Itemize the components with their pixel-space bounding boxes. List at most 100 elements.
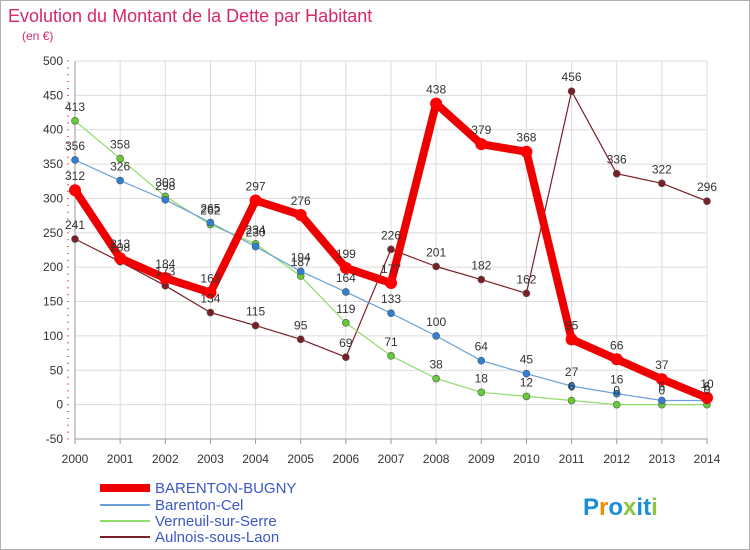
- data-label: 6: [704, 380, 711, 394]
- y-tick-label: 100: [43, 329, 63, 343]
- y-tick-label: -50: [46, 432, 64, 446]
- data-label: 187: [291, 255, 311, 269]
- series-point-1: [387, 309, 395, 318]
- x-tick-label: 2003: [197, 452, 224, 466]
- series-point-1: [522, 369, 531, 378]
- x-tick-label: 2012: [603, 452, 630, 466]
- series-point-3: [432, 262, 440, 271]
- data-label: 438: [426, 83, 446, 97]
- data-label: 134: [200, 292, 220, 306]
- chart-title: Evolution du Montant de la Dette par Hab…: [8, 6, 372, 26]
- series-point-2: [116, 154, 124, 163]
- y-tick-label: 300: [43, 191, 63, 205]
- data-label: 6: [659, 380, 666, 394]
- series-point-1: [161, 196, 170, 204]
- data-label: 226: [381, 228, 401, 242]
- series-point-3: [342, 353, 350, 362]
- series-point-0: [701, 391, 713, 404]
- data-label: 162: [516, 272, 536, 286]
- series-point-1: [342, 288, 350, 296]
- data-label: 177: [381, 262, 401, 276]
- series-point-3: [206, 308, 215, 317]
- data-label: 71: [384, 335, 398, 349]
- y-tick-label: 150: [43, 295, 63, 309]
- series-point-3: [567, 87, 576, 96]
- data-label: 16: [610, 373, 624, 387]
- series-point-3: [522, 289, 531, 298]
- data-label: 119: [336, 302, 355, 316]
- x-tick-label: 2006: [333, 452, 360, 466]
- data-label: 296: [697, 180, 717, 194]
- y-tick-label: 250: [43, 226, 63, 240]
- series-point-0: [565, 333, 578, 346]
- series-point-0: [204, 286, 217, 299]
- data-label: 38: [429, 358, 443, 372]
- x-tick-label: 2013: [649, 452, 676, 466]
- x-tick-label: 2008: [423, 452, 450, 466]
- series-point-0: [114, 252, 127, 265]
- data-label: 173: [155, 265, 175, 279]
- data-label: 326: [110, 160, 130, 174]
- data-label: 95: [565, 318, 579, 332]
- data-label: 298: [155, 179, 175, 193]
- series-point-0: [430, 97, 443, 110]
- data-label: 184: [155, 257, 175, 271]
- data-label: 0: [613, 384, 620, 398]
- data-label: 297: [246, 180, 266, 194]
- series-point-0: [159, 272, 172, 285]
- series-point-0: [339, 261, 352, 274]
- data-label: 312: [65, 169, 85, 183]
- y-tick-label: 400: [43, 123, 63, 137]
- series-point-2: [477, 388, 486, 397]
- legend-label-3: Aulnois-sous-Laon: [155, 529, 279, 546]
- series-point-2: [567, 396, 576, 405]
- y-tick-label: 0: [56, 398, 63, 412]
- series-point-1: [206, 218, 215, 227]
- data-labels: 3122131841632972761991774383793689566371…: [65, 70, 717, 397]
- x-tick-label: 2001: [107, 452, 134, 466]
- data-label: 230: [246, 226, 266, 240]
- x-tick-label: 2000: [62, 452, 89, 466]
- series-point-2: [342, 319, 350, 327]
- series-group: [69, 87, 713, 409]
- data-label: 322: [652, 162, 672, 176]
- y-tick-label: 50: [50, 363, 64, 377]
- series-point-2: [522, 392, 531, 401]
- series-point-1: [567, 382, 576, 390]
- data-label: 208: [110, 241, 130, 255]
- x-tick-label: 2007: [378, 452, 405, 466]
- y-tick-label: 200: [43, 260, 63, 274]
- data-label: 358: [110, 138, 130, 152]
- x-tick-label: 2002: [152, 452, 179, 466]
- series-point-3: [387, 245, 395, 254]
- data-label: 12: [520, 375, 534, 389]
- data-label: 276: [291, 194, 311, 208]
- data-label: 368: [516, 131, 536, 145]
- data-label: 213: [110, 237, 130, 251]
- series-point-3: [296, 335, 305, 344]
- data-label: 182: [471, 259, 491, 273]
- series-point-0: [69, 184, 81, 197]
- data-label: 66: [610, 338, 624, 352]
- series-point-3: [251, 321, 260, 330]
- data-label: 241: [65, 218, 85, 232]
- data-label: 262: [200, 204, 220, 218]
- series-point-0: [655, 373, 668, 386]
- data-label: 133: [381, 292, 401, 306]
- x-tick-label: 2009: [468, 452, 495, 466]
- series-point-3: [703, 197, 711, 206]
- series-point-1: [477, 356, 486, 365]
- data-label: 64: [475, 340, 489, 354]
- series-point-1: [658, 396, 666, 405]
- data-label: 95: [294, 318, 308, 332]
- x-tick-label: 2004: [242, 452, 269, 466]
- chart-subtitle: (en €): [22, 29, 53, 43]
- data-label: 10: [700, 377, 714, 391]
- series-point-0: [520, 145, 533, 158]
- data-label: 100: [426, 315, 446, 329]
- data-label: 356: [65, 139, 85, 153]
- series-point-2: [432, 374, 440, 383]
- series-point-0: [610, 353, 623, 366]
